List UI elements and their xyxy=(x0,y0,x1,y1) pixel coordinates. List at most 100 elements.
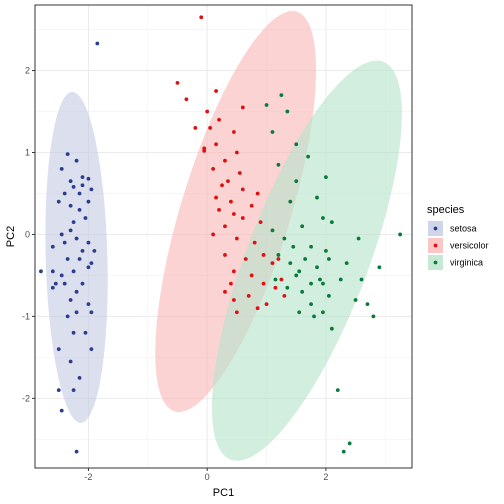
versicolor-point xyxy=(217,117,221,122)
virginica-point xyxy=(273,277,278,282)
virginica-point xyxy=(285,285,290,290)
versicolor-point xyxy=(258,220,263,225)
virginica-point xyxy=(324,175,328,179)
setosa-point xyxy=(86,265,91,270)
setosa-point xyxy=(68,298,73,302)
setosa-point xyxy=(83,216,88,220)
versicolor-point xyxy=(255,306,260,311)
virginica-point xyxy=(279,93,284,98)
virginica-point xyxy=(294,142,299,147)
setosa-point xyxy=(86,176,91,181)
versicolor-point xyxy=(193,126,198,130)
virginica-point xyxy=(288,261,293,266)
versicolor-point xyxy=(252,240,257,245)
virginica-point xyxy=(377,265,382,270)
versicolor-point xyxy=(229,199,233,204)
versicolor-point xyxy=(208,126,213,130)
versicolor-point xyxy=(234,236,239,241)
virginica-point xyxy=(291,244,296,249)
virginica-point xyxy=(288,199,293,204)
setosa-point xyxy=(62,281,67,286)
virginica-point xyxy=(270,228,275,233)
legend-label-virginica: virginica xyxy=(450,258,483,268)
virginica-point xyxy=(315,265,319,270)
virginica-point xyxy=(359,277,364,282)
versicolor-point xyxy=(261,253,266,257)
virginica-point xyxy=(321,281,325,286)
setosa-point xyxy=(71,330,76,335)
legend-marker-virginica xyxy=(433,260,438,265)
virginica-point xyxy=(270,130,275,134)
versicolor-point xyxy=(237,171,242,175)
setosa-point xyxy=(86,302,91,307)
legend-label-versicolor: versicolor xyxy=(450,241,489,251)
setosa-point xyxy=(68,359,73,364)
virginica-point xyxy=(365,302,370,307)
virginica-point xyxy=(276,162,281,167)
virginica-point xyxy=(282,236,287,241)
virginica-point xyxy=(294,273,299,278)
y-tick-label: -1 xyxy=(22,311,30,321)
virginica-point xyxy=(321,310,325,315)
setosa-point xyxy=(65,257,70,261)
virginica-point xyxy=(321,216,325,220)
setosa-point xyxy=(50,285,55,290)
setosa-point xyxy=(74,158,79,163)
versicolor-point xyxy=(234,150,239,155)
virginica-point xyxy=(318,277,322,282)
setosa-point xyxy=(86,199,91,204)
versicolor-point xyxy=(273,285,278,290)
virginica-point xyxy=(326,294,331,298)
virginica-point xyxy=(300,289,305,294)
versicolor-point xyxy=(211,232,216,237)
virginica-point xyxy=(315,195,319,200)
versicolor-point xyxy=(231,298,236,302)
versicolor-point xyxy=(202,148,207,153)
virginica-point xyxy=(294,179,299,184)
virginica-point xyxy=(347,441,352,446)
setosa-point xyxy=(71,185,76,189)
y-tick-label: -2 xyxy=(22,393,30,403)
setosa-point xyxy=(80,281,85,286)
setosa-point xyxy=(50,244,55,249)
versicolor-point xyxy=(231,212,236,216)
legend-label-setosa: setosa xyxy=(450,224,477,234)
x-axis-title: PC1 xyxy=(213,487,234,499)
versicolor-point xyxy=(217,207,221,212)
setosa-point xyxy=(59,273,64,278)
versicolor-ellipse xyxy=(155,11,317,412)
setosa-point xyxy=(86,240,91,245)
versicolor-point xyxy=(214,89,218,93)
versicolor-point xyxy=(240,216,245,220)
versicolor-point xyxy=(205,109,210,114)
setosa-point xyxy=(56,199,61,204)
setosa-point xyxy=(68,228,73,233)
versicolor-point xyxy=(261,281,266,286)
setosa-point xyxy=(56,388,61,393)
x-tick-label: 2 xyxy=(323,472,328,482)
virginica-point xyxy=(398,232,403,237)
virginica-point xyxy=(309,281,313,286)
versicolor-point xyxy=(249,203,254,208)
setosa-point xyxy=(59,232,64,237)
setosa-point xyxy=(89,310,94,315)
versicolor-point xyxy=(214,142,218,147)
versicolor-point xyxy=(234,310,239,315)
setosa-point xyxy=(74,310,79,315)
virginica-point xyxy=(309,302,313,307)
versicolor-point xyxy=(199,15,204,20)
setosa-point xyxy=(62,191,67,196)
setosa-point xyxy=(83,330,88,335)
setosa-point xyxy=(68,179,73,184)
virginica-point xyxy=(344,261,349,266)
versicolor-point xyxy=(226,179,230,184)
versicolor-point xyxy=(282,294,287,298)
x-tick-label: -2 xyxy=(84,472,92,482)
versicolor-point xyxy=(229,281,233,286)
setosa-point xyxy=(74,289,79,294)
x-tick-label: 0 xyxy=(205,472,210,482)
setosa-point xyxy=(53,281,58,286)
y-tick-label: 0 xyxy=(25,229,30,239)
versicolor-point xyxy=(214,195,218,200)
setosa-point xyxy=(65,314,70,319)
